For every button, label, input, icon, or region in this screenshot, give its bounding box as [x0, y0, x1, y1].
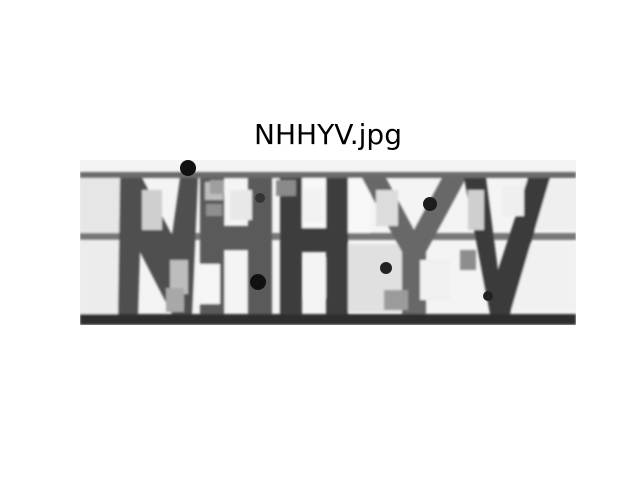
texture-block: [80, 178, 125, 233]
texture-block: [210, 180, 224, 194]
texture-block: [80, 240, 120, 314]
captcha-graphic: [80, 160, 576, 325]
texture-block: [230, 190, 252, 220]
texture-block: [142, 190, 162, 230]
texture-block: [460, 250, 476, 270]
texture-block: [166, 288, 184, 312]
noise-dot: [380, 262, 392, 274]
bottom-bar: [80, 314, 576, 325]
top-rule: [80, 172, 576, 178]
texture-block: [468, 190, 484, 230]
captcha-image: [80, 160, 576, 325]
texture-block: [420, 260, 450, 300]
texture-block: [384, 290, 408, 310]
captcha-noise: [80, 172, 576, 325]
texture-block: [170, 260, 188, 294]
noise-dots: [180, 160, 493, 301]
glyph-H2: [280, 178, 348, 314]
glyph-V: [464, 178, 550, 314]
noise-dot: [255, 193, 265, 203]
texture-block: [502, 186, 524, 216]
texture-block: [304, 258, 326, 298]
texture-block: [198, 264, 220, 304]
texture-block: [376, 190, 398, 226]
image-title: NHHYV.jpg: [254, 118, 402, 151]
texture-block: [276, 180, 296, 196]
noise-dot: [483, 291, 493, 301]
noise-dot: [180, 160, 196, 176]
noise-dot: [423, 197, 437, 211]
texture-block: [304, 188, 324, 222]
noise-dot: [250, 274, 266, 290]
texture-block: [206, 204, 222, 216]
